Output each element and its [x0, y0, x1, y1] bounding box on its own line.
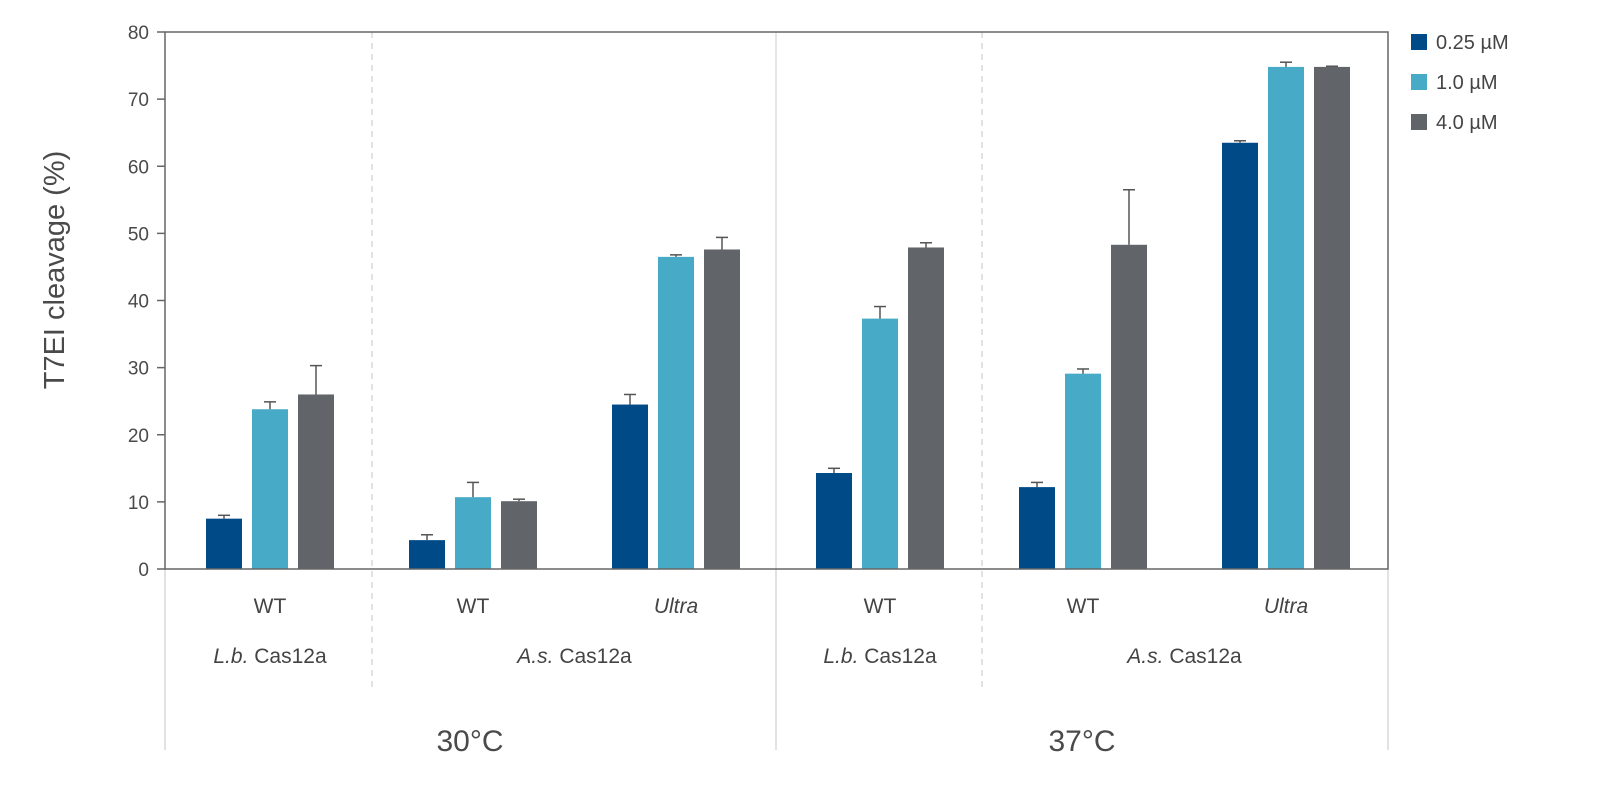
legend-label: 0.25 µM: [1436, 32, 1509, 54]
enzyme-species: L.b.: [823, 645, 858, 668]
bar: [501, 501, 537, 569]
variant-label: WT: [457, 595, 490, 618]
enzyme-name: Cas12a: [1163, 645, 1242, 668]
bar: [455, 497, 491, 569]
legend-swatch: [1411, 74, 1427, 90]
bar: [1065, 373, 1101, 569]
enzyme-label: A.s. Cas12a: [1125, 645, 1242, 668]
bar: [206, 518, 242, 569]
bar: [409, 540, 445, 569]
variant-label: WT: [864, 595, 897, 618]
variant-label: WT: [1067, 595, 1100, 618]
bar: [1019, 487, 1055, 569]
enzyme-species: A.s.: [1125, 645, 1163, 668]
y-tick-label: 40: [128, 292, 149, 313]
y-tick-label: 30: [128, 359, 149, 380]
y-tick-label: 10: [128, 493, 149, 514]
variant-label: WT: [254, 595, 287, 618]
enzyme-name: Cas12a: [248, 645, 327, 668]
bar: [298, 394, 334, 569]
bar: [1111, 244, 1147, 569]
bar: [1314, 66, 1350, 569]
y-tick-label: 80: [128, 23, 149, 44]
bar: [1268, 66, 1304, 569]
variant-label: Ultra: [654, 595, 698, 618]
bar: [704, 249, 740, 570]
bar: [612, 404, 648, 569]
temperature-label: 30°C: [436, 725, 503, 758]
enzyme-species: L.b.: [213, 645, 248, 668]
legend-label: 4.0 µM: [1436, 112, 1498, 134]
y-tick-label: 0: [138, 560, 149, 581]
bar: [862, 318, 898, 569]
enzyme-label: L.b. Cas12a: [213, 645, 327, 668]
temperature-label: 37°C: [1048, 725, 1115, 758]
y-tick-label: 50: [128, 224, 149, 245]
legend-label: 1.0 µM: [1436, 72, 1498, 94]
legend-swatch: [1411, 34, 1427, 50]
gridlines: [164, 32, 1389, 750]
legend: 0.25 µM 1.0 µM 4.0 µM: [1411, 32, 1509, 134]
bars: [206, 61, 1350, 570]
bar: [658, 256, 694, 569]
variant-label: Ultra: [1264, 595, 1308, 618]
bar: [252, 409, 288, 569]
enzyme-name: Cas12a: [553, 645, 632, 668]
y-tick-label: 60: [128, 157, 149, 178]
axes: 0 10 20 30 40 50 60 70 80: [128, 23, 1389, 581]
enzyme-label: L.b. Cas12a: [823, 645, 937, 668]
bar: [908, 247, 944, 569]
bar: [1222, 142, 1258, 569]
enzyme-name: Cas12a: [858, 645, 937, 668]
enzyme-species: A.s.: [515, 645, 553, 668]
y-axis-label: T7EI cleavage (%): [39, 151, 71, 390]
enzyme-label: A.s. Cas12a: [515, 645, 632, 668]
axis-labels: T7EI cleavage (%) WT WT Ultra WT WT Ultra L.b. …: [39, 151, 1308, 758]
y-tick-label: 70: [128, 90, 149, 111]
y-tick-label: 20: [128, 426, 149, 447]
bar: [816, 473, 852, 569]
legend-swatch: [1411, 114, 1427, 130]
